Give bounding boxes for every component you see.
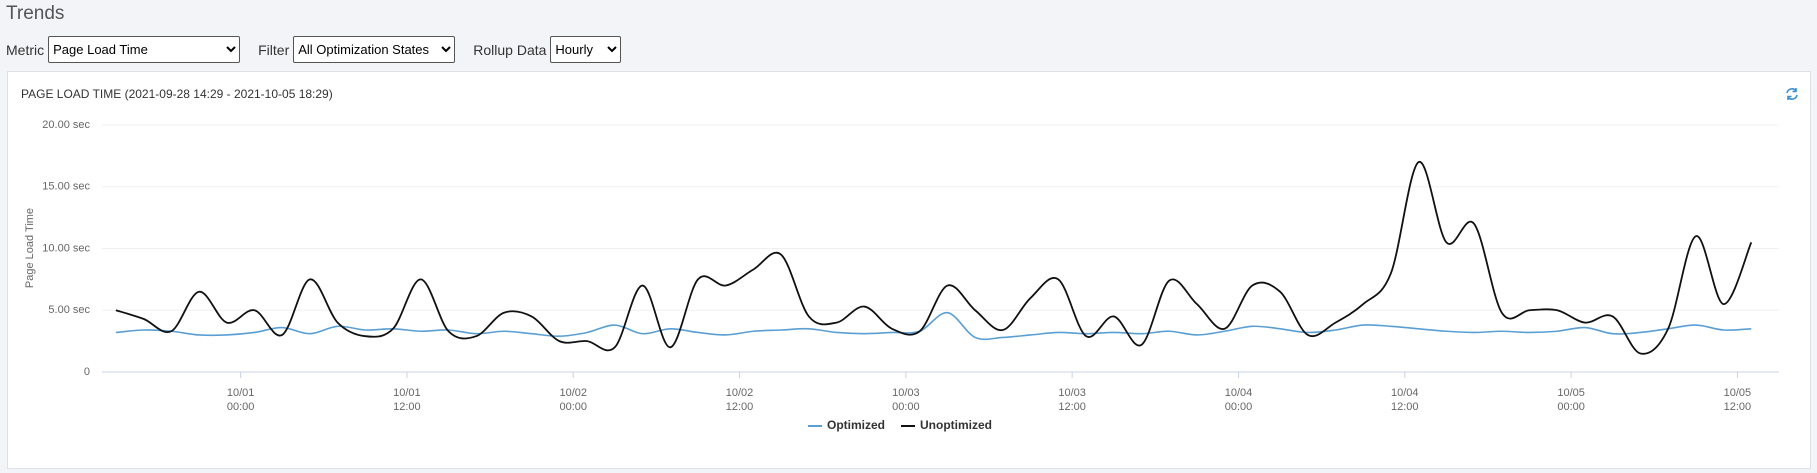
controls: Metric Page Load Time Filter All Optimiz… [6, 36, 639, 63]
filter-label: Filter [258, 41, 290, 58]
x-tick-label: 00:00 [559, 401, 587, 413]
metric-select[interactable]: Page Load Time [48, 36, 241, 63]
x-tick-label: 00:00 [227, 401, 255, 413]
chart-panel [7, 71, 1811, 469]
page-title: Trends [6, 3, 65, 24]
y-tick-label: 20.00 sec [42, 119, 90, 131]
chart-title: PAGE LOAD TIME (2021-09-28 14:29 - 2021-… [21, 87, 333, 101]
x-tick-label: 12:00 [726, 401, 754, 413]
filter-select[interactable]: All Optimization States [293, 36, 456, 63]
x-tick-label: 00:00 [1225, 401, 1253, 413]
x-tick-label: 10/01 [393, 387, 421, 399]
rollup-select[interactable]: Hourly [550, 36, 622, 63]
x-tick-label: 10/05 [1557, 387, 1585, 399]
y-tick-label: 5.00 sec [48, 304, 90, 316]
x-tick-label: 12:00 [1724, 401, 1752, 413]
refresh-icon[interactable] [1786, 88, 1798, 100]
rollup-label: Rollup Data [473, 41, 547, 58]
legend: Optimized Unoptimized [808, 418, 992, 432]
x-tick-label: 10/04 [1225, 387, 1253, 399]
refresh-arrow [1787, 95, 1792, 100]
series-line [115, 161, 1753, 355]
legend-label: Unoptimized [920, 418, 992, 432]
x-tick-label: 00:00 [892, 401, 920, 413]
x-tick-label: 00:00 [1557, 401, 1585, 413]
x-tick-label: 12:00 [1058, 401, 1086, 413]
metric-label: Metric [6, 41, 45, 58]
x-tick-label: 10/04 [1391, 387, 1419, 399]
x-tick-label: 10/03 [892, 387, 920, 399]
refresh-arrow [1792, 88, 1797, 93]
x-tick-label: 10/02 [726, 387, 754, 399]
y-axis-title: Page Load Time [24, 208, 36, 288]
x-tick-label: 12:00 [393, 401, 421, 413]
legend-label: Optimized [827, 418, 885, 432]
y-tick-label: 10.00 sec [42, 242, 90, 254]
x-tick-label: 12:00 [1391, 401, 1419, 413]
y-tick-label: 0 [84, 366, 90, 378]
x-tick-label: 10/01 [227, 387, 255, 399]
x-tick-label: 10/02 [559, 387, 587, 399]
x-tick-label: 10/05 [1724, 387, 1752, 399]
series-line [115, 311, 1752, 341]
y-tick-label: 15.00 sec [42, 181, 90, 193]
x-tick-label: 10/03 [1058, 387, 1086, 399]
